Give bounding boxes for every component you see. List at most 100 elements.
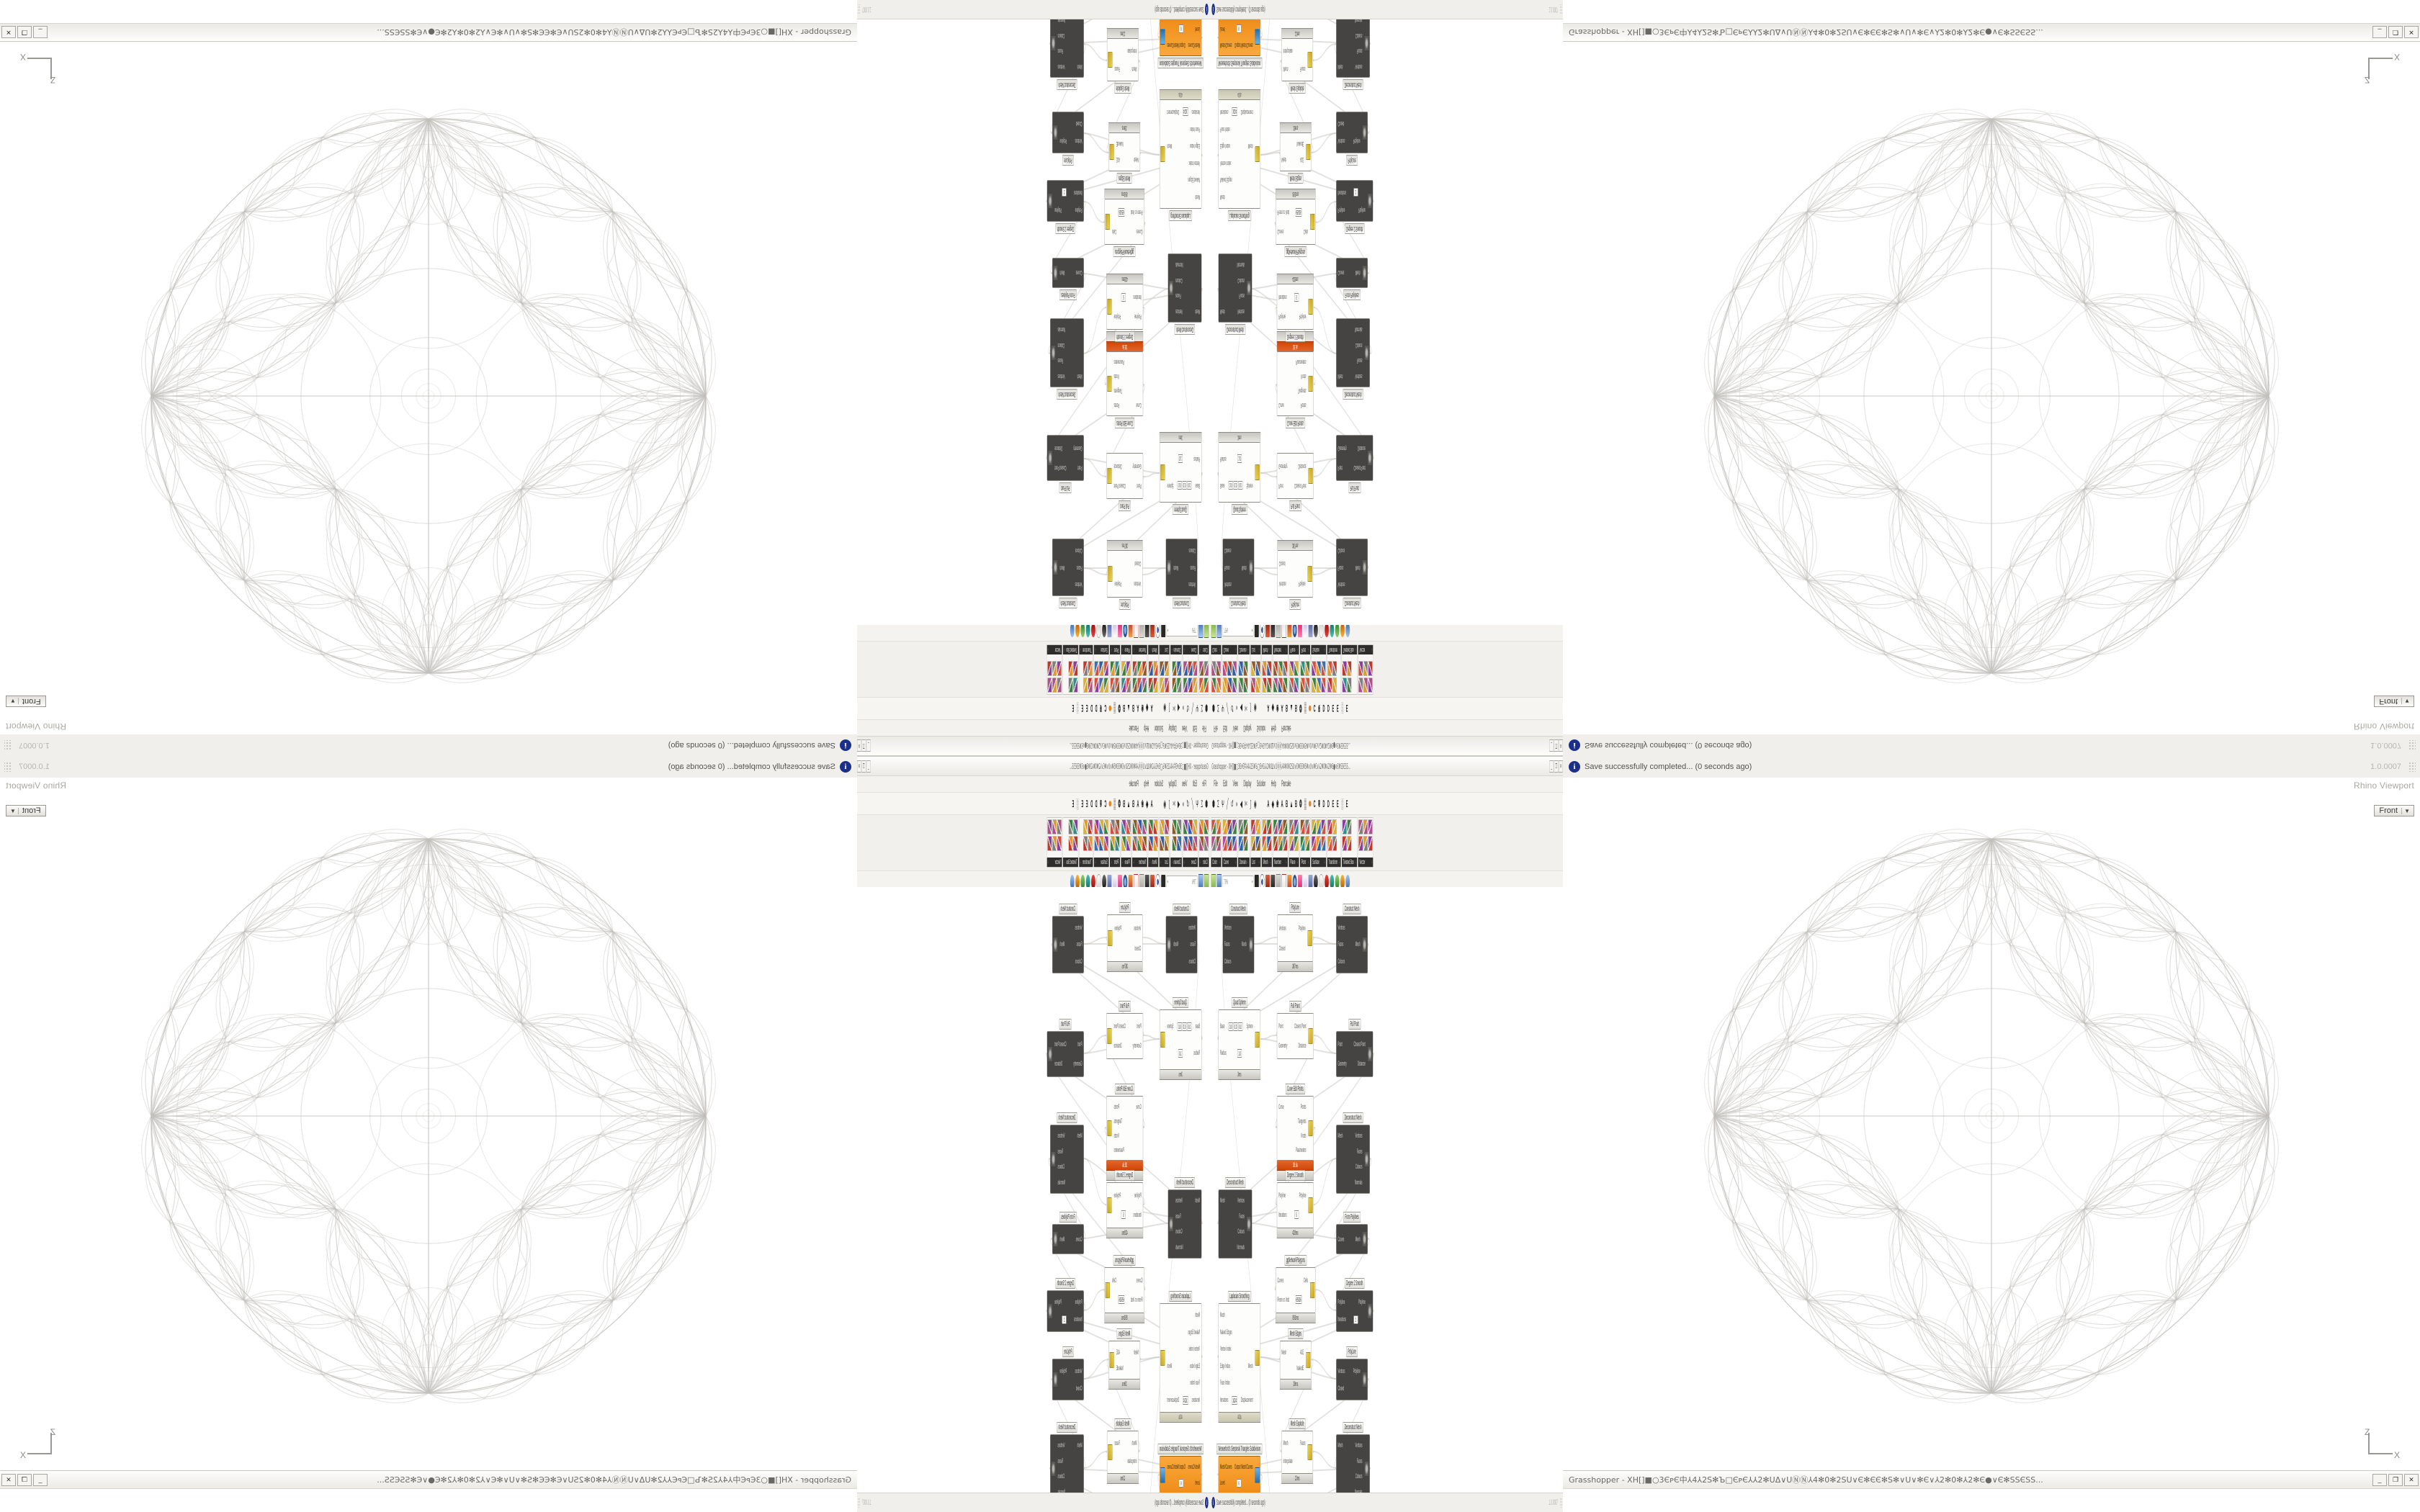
component-button[interactable] — [1188, 678, 1193, 693]
gh-input-param[interactable]: Iterations — [1191, 107, 1200, 116]
gh-output-param[interactable]: Polyline — [1298, 924, 1306, 932]
gh-input-param[interactable]: Faces — [1190, 940, 1196, 949]
component-button[interactable] — [1300, 678, 1305, 693]
resize-grip[interactable] — [4, 740, 12, 750]
gh-input-param[interactable]: Point — [1278, 482, 1283, 490]
gh-component-curve-edit-points[interactable]: Curve Edit Points Curve Points Tangents Knot… — [1276, 1084, 1314, 1181]
gh-component-mesh-edges[interactable]: Mesh Edges Mesh A1E NakedE 39ms — [1279, 1328, 1312, 1390]
ribbon-tab-plane[interactable]: Plane ↓ — [1289, 645, 1299, 654]
gh-component-body[interactable]: Mesh Vertices Faces Colours Normals — [1336, 1125, 1370, 1194]
ribbon-group-mesh[interactable]: Mesh ↓ — [1147, 644, 1159, 695]
chevron-down-icon[interactable]: ↓ — [1308, 647, 1309, 652]
component-button[interactable] — [1273, 678, 1278, 693]
ribbon-group-plane[interactable]: Plane ↓ — [1289, 644, 1299, 695]
component-button[interactable] — [1312, 819, 1317, 834]
component-button[interactable] — [1047, 819, 1052, 834]
gh-input-param[interactable]: Base — [1195, 1022, 1200, 1030]
gh-category-icon-4[interactable]: B — [1286, 798, 1289, 809]
ribbon-tab-point[interactable]: Point ↓ — [1300, 645, 1311, 654]
gh-input-param[interactable]: Closed — [1134, 559, 1142, 568]
chevron-down-icon[interactable]: ↓ — [1160, 860, 1162, 865]
gh-category-icon-6[interactable]: B — [1294, 798, 1297, 809]
gh-input-param[interactable]: Point — [1137, 482, 1142, 490]
ribbon-group-surface[interactable]: Surface ↓ — [1093, 817, 1109, 868]
gh-tool-icon-5[interactable]: ◗ — [1182, 703, 1185, 714]
ribbon-group-number[interactable]: Number ↓ — [1273, 817, 1289, 868]
gh-value-iterations[interactable]: 1024 — [1232, 1395, 1237, 1405]
component-button[interactable] — [1115, 836, 1120, 851]
gh-value-iterations[interactable]: 1024 — [1232, 107, 1237, 117]
gh-component-polyline-1[interactable]: PolyLine Vertices Polyline Closed 387ms — [1106, 902, 1143, 972]
component-button[interactable] — [1358, 678, 1363, 693]
component-button[interactable] — [1099, 836, 1104, 851]
gh-component-body[interactable]: Vertices Polyline Closed — [1106, 914, 1143, 962]
chevron-down-icon[interactable]: ↓ — [1219, 647, 1220, 652]
gh-value-oz[interactable]: 0.0 — [1177, 481, 1182, 490]
gh-input-param[interactable]: Geometry — [1278, 1042, 1288, 1050]
gh-tool-icon-7[interactable]: ✄ — [1173, 703, 1175, 715]
gh-output-param[interactable]: Mesh — [1247, 1362, 1253, 1370]
gh-output-param[interactable]: Output Mesh/Curves — [1234, 40, 1253, 49]
component-button[interactable] — [1243, 661, 1248, 676]
gh-value-iterations[interactable]: 2 — [1062, 188, 1067, 197]
gh-component-ggnetworkpolygons[interactable]: ggNetworkPolygons Curves Cells Perim or Voi… — [1276, 189, 1316, 257]
gh-component-body[interactable]: Polyline Polyline Iterations 2 — [1047, 180, 1084, 222]
component-button[interactable] — [1273, 661, 1278, 676]
gh-input-param[interactable]: Vertices — [1075, 924, 1083, 932]
gh-plane-values[interactable]: 0.0 0.0 0.0 — [1177, 481, 1192, 490]
shade-black-icon[interactable] — [1313, 623, 1318, 637]
gh-output-param[interactable]: Normals — [1057, 325, 1065, 334]
ribbon-tab-list[interactable]: List ↓ — [1250, 858, 1261, 867]
component-button[interactable] — [1088, 678, 1093, 693]
gh-output-param[interactable]: Mesh — [1355, 563, 1361, 572]
gh-output-param[interactable]: Colours — [1175, 1228, 1183, 1236]
shade-blue-icon[interactable] — [1345, 623, 1350, 637]
gh-output-param[interactable]: Colours — [1355, 1163, 1363, 1171]
gh-output-param[interactable]: Distance — [1357, 1060, 1366, 1068]
gh-category-icon-6[interactable]: B — [1123, 798, 1126, 809]
grasshopper-component-ribbon[interactable]: Color ↓ Curve ↓ Domain ↓ List ↓ Mesh ↓ Number ↓ Plan… — [857, 642, 1210, 698]
component-button[interactable] — [1164, 661, 1169, 676]
component-button[interactable] — [1160, 836, 1165, 851]
gh-component-body[interactable]: Polyline Polyline Iterations 5 — [1106, 1182, 1144, 1228]
gh-component-laplacian-smoothing[interactable]: Laplacian Smoothing Mesh Naked Edges Vertex… — [1218, 1291, 1261, 1423]
component-button[interactable] — [1294, 819, 1299, 834]
gh-output-param[interactable]: Polyline — [1054, 205, 1062, 214]
chevron-down-icon[interactable]: ↓ — [1184, 860, 1186, 865]
menu-item-pancake[interactable]: Pancake — [1129, 780, 1139, 788]
gh-output-param[interactable]: Faces — [1300, 1439, 1306, 1447]
close-button[interactable]: ✕ — [857, 739, 861, 752]
component-button[interactable] — [1358, 819, 1363, 834]
component-button[interactable] — [1073, 819, 1078, 834]
maximize-button[interactable]: ❐ — [1554, 760, 1559, 773]
ribbon-tab-domain[interactable]: Domain ↓ — [1238, 858, 1250, 867]
ribbon-group-number[interactable]: Number ↓ — [1131, 644, 1147, 695]
gh-output-param[interactable]: Normals — [1237, 1243, 1245, 1251]
gh-output-param[interactable]: Closest Point — [1113, 1022, 1126, 1030]
gh-output-param[interactable]: Knots — [1301, 372, 1307, 381]
ribbon-tab-surface[interactable]: Surface ↓ — [1093, 858, 1109, 867]
component-button[interactable] — [1099, 661, 1104, 676]
gh-output-param[interactable]: Points — [1113, 1102, 1120, 1111]
gh-component-degree2smooth-1[interactable]: Degree 2 Smooth Polyline Polyline Iteration… — [1276, 1170, 1314, 1238]
component-button[interactable] — [1216, 678, 1221, 693]
gh-output-param[interactable]: Polyline — [1059, 1367, 1067, 1375]
ribbon-group-twisted-box[interactable]: Twisted Box ↓ — [1062, 644, 1079, 695]
gh-category-icon-17[interactable]: E — [1345, 703, 1348, 714]
gh-category-icon-7[interactable]: ❂ — [1299, 797, 1302, 809]
gh-output-param[interactable]: Distance — [1113, 1042, 1122, 1050]
gh-component-degree2smooth-2[interactable]: Degree 2 Smooth Polyline Polyline Iteration… — [1336, 1278, 1373, 1332]
gh-output-param[interactable]: Mesh — [1059, 563, 1065, 572]
component-button[interactable] — [1126, 819, 1131, 834]
gh-output-param[interactable]: Mesh — [1173, 940, 1178, 949]
gh-component-deconstruct-mesh-1[interactable]: Deconstruct Mesh Mesh Vertices Faces Colours… — [1168, 253, 1202, 335]
gh-output-param[interactable]: Distance — [1113, 462, 1122, 470]
gh-value-level[interactable]: 6 — [1178, 24, 1183, 34]
gh-component-body[interactable]: Mesh Vertices Faces Colours Normals — [1336, 318, 1370, 387]
bulb-icon[interactable] — [1112, 623, 1117, 637]
gh-input-param[interactable]: Vertices — [1188, 580, 1196, 588]
component-button[interactable] — [1312, 661, 1317, 676]
scissors-icon[interactable] — [1308, 875, 1313, 889]
bake-icon[interactable] — [1287, 623, 1292, 637]
component-button[interactable] — [1347, 678, 1352, 693]
